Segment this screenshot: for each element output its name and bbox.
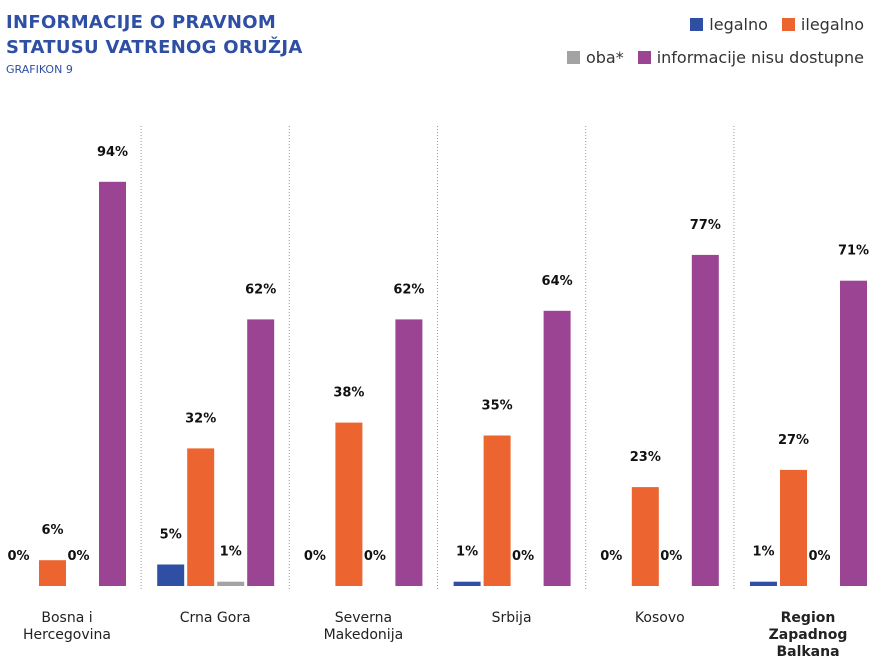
bar — [217, 581, 245, 586]
data-label: 27% — [778, 433, 809, 448]
bar — [247, 319, 275, 586]
bar — [631, 487, 659, 586]
chart-title: INFORMACIJE O PRAVNOM STATUSU VATRENOG O… — [6, 12, 303, 58]
legend-swatch — [637, 51, 651, 64]
chart-subtitle: GRAFIKON 9 — [6, 63, 73, 76]
data-label: 1% — [456, 545, 478, 560]
bar — [780, 469, 807, 586]
data-label: 0% — [660, 549, 682, 564]
x-tick-label: Kosovo — [634, 610, 685, 626]
bar — [483, 435, 511, 586]
data-label: 1% — [752, 545, 774, 560]
data-label: 5% — [160, 528, 182, 543]
bar — [187, 448, 215, 586]
data-label: 6% — [41, 523, 63, 538]
bar — [157, 564, 185, 586]
data-label: 0% — [600, 549, 622, 564]
legend-row: oba* informacije nisu dostupne — [553, 41, 864, 74]
data-label: 94% — [97, 145, 128, 160]
x-tick-label: Bosna i Hercegovina — [23, 610, 111, 643]
x-tick-label: Region Zapadnog Balkana — [768, 610, 848, 660]
legend-item: ilegalno — [781, 8, 864, 41]
data-label: 71% — [838, 244, 869, 259]
bar — [395, 319, 423, 586]
data-label: 0% — [7, 549, 29, 564]
bar — [840, 280, 867, 586]
bar — [39, 560, 66, 586]
data-label: 0% — [364, 549, 386, 564]
x-tick-label: Srbija — [491, 610, 532, 626]
bar — [750, 581, 777, 586]
data-label: 0% — [808, 549, 830, 564]
data-label: 0% — [304, 549, 326, 564]
legend-swatch — [566, 51, 580, 64]
data-label: 0% — [67, 549, 89, 564]
legend: legalno ilegalno oba* informacije nisu dost… — [553, 8, 864, 74]
legend-swatch — [690, 18, 704, 31]
legend-row: legalno ilegalno — [553, 8, 864, 41]
bar — [543, 310, 571, 586]
data-label: 64% — [542, 274, 573, 289]
data-label: 35% — [482, 399, 513, 414]
x-tick-label: Severna Makedonija — [323, 610, 404, 643]
x-tick-label: Crna Gora — [179, 610, 251, 626]
data-label: 62% — [245, 282, 276, 297]
legend-item: informacije nisu dostupne — [637, 41, 864, 74]
data-label: 77% — [690, 218, 721, 233]
legend-item: legalno — [690, 8, 768, 41]
data-label: 38% — [333, 386, 364, 401]
legend-swatch — [781, 18, 795, 31]
legend-label: legalno — [709, 15, 768, 34]
legend-label: ilegalno — [800, 15, 864, 34]
legend-label: oba* — [585, 48, 624, 67]
bar — [335, 422, 363, 586]
data-label: 23% — [630, 450, 661, 465]
bar — [453, 581, 481, 586]
bar — [691, 254, 719, 586]
legend-item: oba* — [566, 41, 624, 74]
data-label: 0% — [512, 549, 534, 564]
data-label: 1% — [220, 545, 242, 560]
data-label: 32% — [185, 411, 216, 426]
data-label: 62% — [393, 282, 424, 297]
bar — [99, 181, 126, 587]
legend-label: informacije nisu dostupne — [656, 48, 864, 67]
